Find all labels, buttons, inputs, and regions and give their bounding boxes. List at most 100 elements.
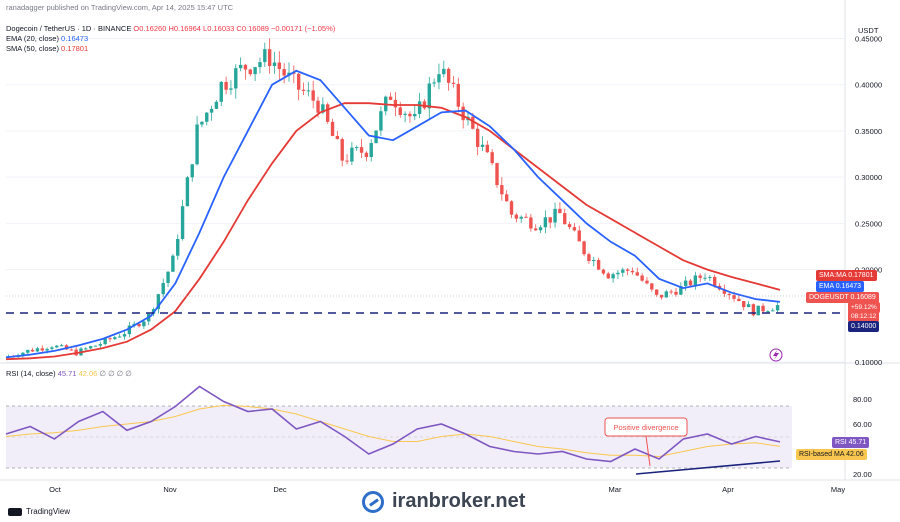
lightning-icon[interactable]: [769, 348, 783, 362]
candle-body: [746, 304, 751, 308]
candle-body: [321, 104, 325, 113]
candle-body: [698, 275, 702, 278]
rsi-legend[interactable]: RSI (14, close) 45.71 42.06 ∅ ∅ ∅ ∅: [6, 369, 132, 378]
candle-body: [258, 62, 262, 68]
candle-body: [176, 239, 180, 256]
candle-body: [292, 72, 296, 74]
candle-body: [543, 217, 548, 228]
candle-body: [40, 348, 44, 351]
candle-body: [674, 291, 678, 295]
rsi-tick-label: 80.00: [853, 395, 872, 404]
candle-body: [161, 282, 165, 295]
candle-body: [732, 295, 736, 299]
candle-body: [185, 177, 190, 207]
candle-body: [379, 111, 383, 131]
candle-body: [742, 301, 746, 308]
candle-body: [713, 276, 717, 286]
candle-body: [630, 270, 635, 273]
symbol-title[interactable]: Dogecoin / TetherUS · 1D · BINANCE: [6, 24, 132, 33]
candle-body: [253, 67, 257, 75]
candle-body: [359, 147, 364, 153]
candle-body: [461, 106, 465, 121]
sma-50-line: [5, 102, 781, 361]
candle-body: [480, 144, 485, 147]
ema-legend-label: EMA (20, close): [6, 34, 59, 43]
ema-legend[interactable]: EMA (20, close) 0.16473: [6, 34, 88, 43]
candle-body: [558, 208, 562, 214]
candle-body: [282, 69, 286, 76]
candle-body: [659, 294, 664, 298]
candle-body: [69, 349, 73, 351]
candle-body: [650, 283, 654, 290]
candle-body: [582, 241, 586, 255]
publisher-line: ranadagger published on TradingView.com,…: [6, 3, 234, 12]
symbol-line: Dogecoin / TetherUS · 1D · BINANCE O0.16…: [6, 24, 335, 33]
candle-body: [606, 273, 610, 279]
candle-body: [635, 272, 639, 276]
candle-body: [727, 293, 731, 296]
candle-body: [59, 345, 64, 347]
candle-body: [761, 305, 765, 312]
candle-body: [422, 101, 427, 109]
time-tick-label: Mar: [609, 485, 622, 494]
candle-body: [326, 104, 330, 122]
candle-body: [122, 334, 127, 337]
candle-body: [654, 289, 659, 295]
support-tag: 0.14000: [848, 321, 880, 332]
candle-body: [88, 346, 93, 349]
candle-body: [616, 272, 620, 275]
candle-body: [364, 152, 369, 157]
candle-body: [248, 69, 252, 75]
candle-body: [645, 280, 649, 284]
rsi-legend-value: 45.71: [57, 369, 77, 378]
sma-legend-label: SMA (50, close): [6, 44, 59, 53]
candle-body: [30, 349, 35, 352]
candle-body: [200, 121, 204, 125]
candle-body: [500, 185, 504, 195]
candle-body: [26, 349, 30, 353]
tradingview-icon: [8, 507, 22, 516]
candle-body: [751, 304, 756, 316]
candle-body: [224, 81, 228, 90]
candle-body: [345, 160, 349, 162]
candle-body: [238, 64, 243, 69]
candles: [6, 38, 780, 359]
candle-body: [538, 227, 543, 231]
time-tick-label: Nov: [163, 485, 177, 494]
candle-body: [703, 277, 707, 279]
candle-body: [504, 194, 509, 202]
candle-body: [267, 49, 272, 67]
watermark-text: iranbroker.net: [392, 490, 526, 512]
candle-body: [350, 147, 354, 162]
candle-body: [190, 164, 194, 178]
candle-body: [272, 62, 277, 67]
rsi-ma-legend-value: 42.06: [78, 369, 98, 378]
rsi-tick-label: 60.00: [853, 420, 872, 429]
candle-body: [509, 201, 514, 215]
rsi-tag: RSI 45.71: [832, 437, 870, 448]
positive-divergence-callout: Positive divergence: [604, 417, 688, 467]
candle-body: [669, 291, 673, 293]
ema-20-line: [5, 69, 781, 359]
sma-legend[interactable]: SMA (50, close) 0.17801: [6, 44, 88, 53]
watermark: iranbroker.net: [362, 490, 525, 513]
candle-body: [679, 286, 683, 295]
candle-body: [572, 227, 577, 231]
rsi-legend-label: RSI (14, close): [6, 369, 56, 378]
candle-body: [156, 294, 161, 310]
candle-body: [180, 206, 185, 240]
candle-body: [529, 217, 533, 229]
candle-body: [587, 254, 591, 261]
candle-body: [35, 348, 40, 352]
candle-body: [301, 89, 306, 91]
candle-body: [577, 230, 581, 242]
candle-body: [214, 101, 219, 109]
sma-tag: SMA:MA 0.17801: [816, 270, 877, 281]
candle-body: [683, 280, 688, 287]
price-tick-label: 0.25000: [855, 219, 882, 228]
tradingview-logo[interactable]: TradingView: [8, 507, 70, 516]
candle-body: [103, 338, 107, 345]
candle-body: [234, 68, 238, 89]
candle-body: [514, 214, 519, 219]
